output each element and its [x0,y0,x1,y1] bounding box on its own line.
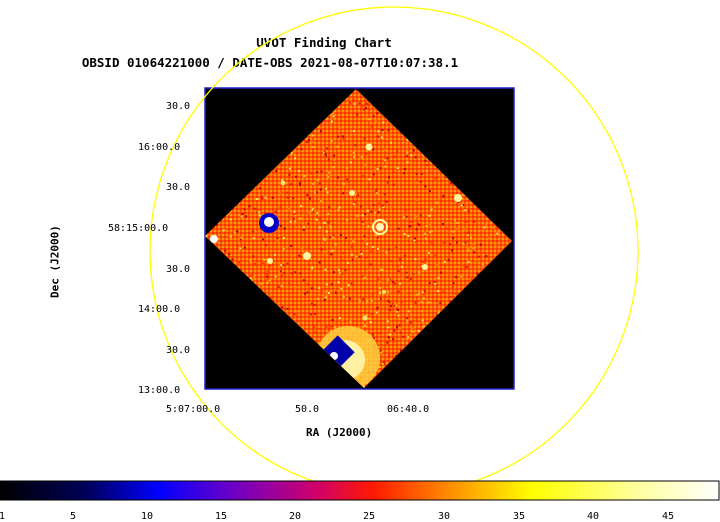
colorbar-tick: 5 [69,511,77,522]
chart-title: UVOT Finding Chart [256,35,392,50]
y-tick-label: 14:00.0 [138,304,181,315]
colorbar-tick: 45 [661,511,675,522]
star-source [454,194,462,202]
star-source [267,258,273,264]
y-tick-label: 30.0 [166,101,191,112]
star-source [303,252,311,260]
colorbar-tick: 1 [0,511,6,522]
star-source [382,290,386,294]
colorbar-tick: 20 [288,511,302,522]
colorbar-tick: 10 [140,511,154,522]
star-source [280,180,286,186]
x-tick-label: 50.0 [295,404,320,415]
star-source [422,264,428,270]
star-source [210,235,218,243]
x-axis-label: RA (J2000) [306,426,373,439]
star-source [362,315,368,321]
y-tick-label: 30.0 [166,264,191,275]
chart-subtitle: OBSID 01064221000 / DATE-OBS 2021-08-07T… [81,55,459,70]
colorbar-tick: 35 [512,511,526,522]
colorbar-tick: 15 [214,511,228,522]
y-tick-label: 13:00.0 [138,385,181,396]
target-source [372,219,388,235]
y-tick-label: 16:00.0 [138,142,181,153]
y-tick-label: 30.0 [166,182,191,193]
y-tick-label: 58:15:00.0 [108,223,169,234]
star-source [349,190,355,196]
star-source [264,217,274,227]
star-source [365,143,373,151]
y-tick-label: 30.0 [166,345,191,356]
x-tick-label: 06:40.0 [387,404,430,415]
colorbar-tick: 30 [437,511,451,522]
star-source [376,223,384,231]
y-axis-label: Dec (J2000) [48,225,62,298]
colorbar-tick: 25 [362,511,376,522]
x-tick-label: 5:07:00.0 [166,404,221,415]
colorbar-tick: 40 [586,511,600,522]
colorbar [0,480,720,501]
